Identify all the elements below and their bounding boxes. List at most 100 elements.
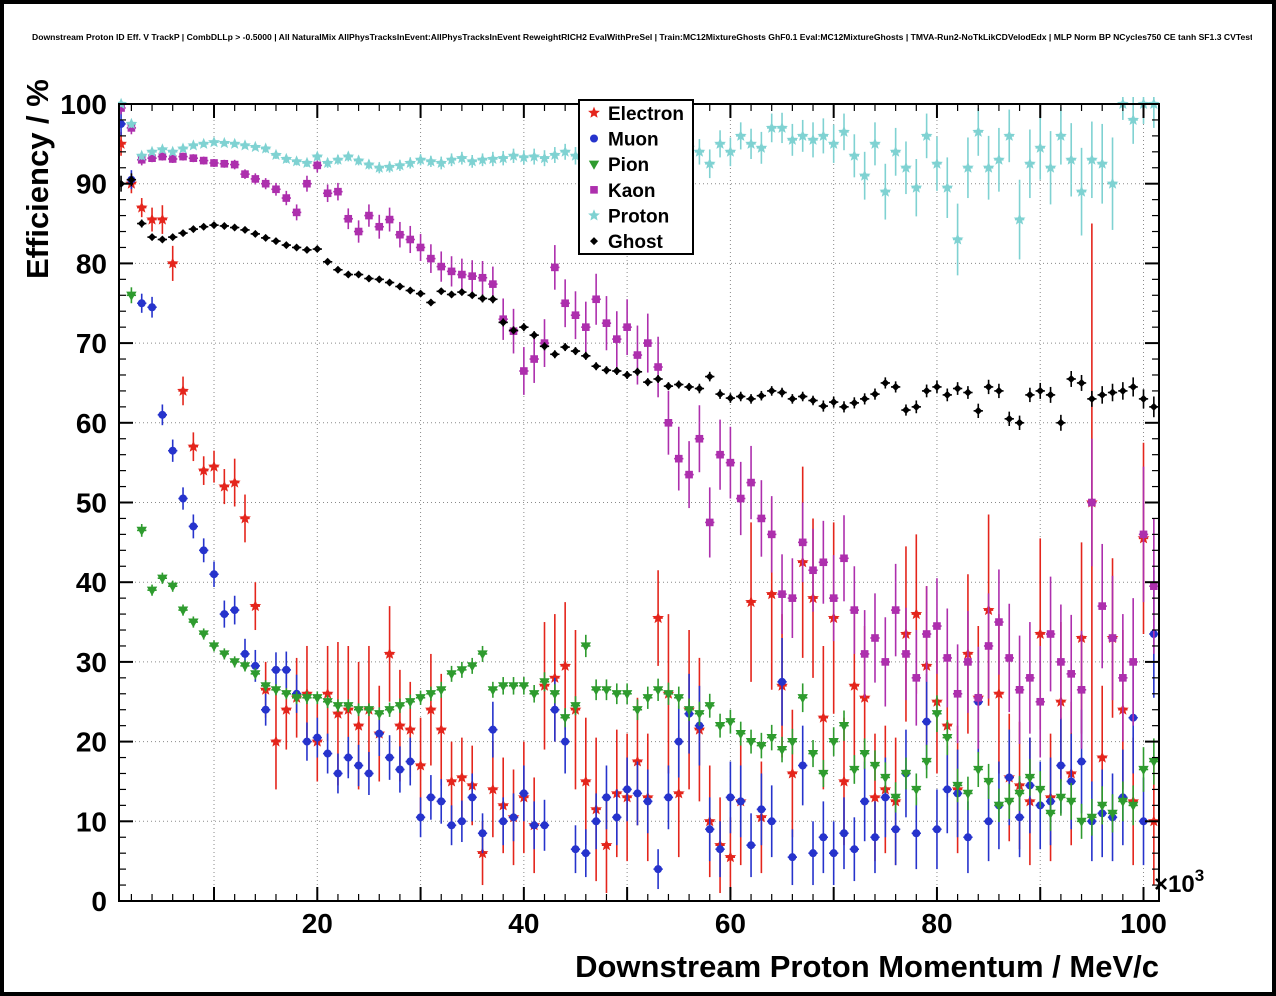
- data-point-kaon: [1119, 674, 1127, 682]
- data-point-proton: [1075, 185, 1088, 197]
- data-point-pion: [993, 801, 1005, 811]
- data-point-ghost: [1067, 374, 1076, 383]
- data-point-kaon: [489, 280, 497, 288]
- data-point-electron: [848, 679, 861, 691]
- data-point-ghost: [199, 222, 208, 231]
- x-axis-multiplier: ×103: [1154, 866, 1204, 898]
- data-point-electron: [817, 711, 830, 723]
- data-point-muon: [271, 665, 280, 674]
- data-point-kaon: [1005, 654, 1014, 662]
- data-point-ghost: [364, 274, 373, 283]
- data-point-pion: [549, 690, 561, 700]
- data-point-proton: [1065, 153, 1078, 165]
- data-point-muon: [210, 570, 219, 579]
- data-point-muon: [602, 793, 611, 802]
- data-point-muon: [726, 793, 735, 802]
- data-point-ghost: [994, 386, 1003, 395]
- data-point-ghost: [643, 378, 652, 387]
- data-point-ghost: [912, 402, 921, 411]
- data-point-ghost: [747, 394, 756, 403]
- data-point-kaon: [530, 355, 538, 363]
- data-point-proton: [755, 141, 768, 153]
- data-point-ghost: [809, 396, 818, 405]
- data-point-ghost: [602, 366, 611, 375]
- data-point-kaon: [633, 351, 642, 359]
- legend-label-muon: Muon: [608, 130, 659, 151]
- legend-label-kaon: Kaon: [608, 181, 656, 202]
- data-point-muon: [509, 813, 518, 822]
- data-point-electron: [135, 201, 148, 213]
- data-point-pion: [859, 749, 870, 760]
- data-point-kaon: [1129, 658, 1137, 666]
- data-point-muon: [912, 829, 921, 838]
- data-point-muon: [674, 737, 683, 746]
- y-axis-title: Efficiency / %: [20, 79, 55, 279]
- data-point-kaon: [210, 159, 218, 167]
- data-point-pion: [807, 749, 819, 760]
- data-point-electron: [838, 775, 850, 787]
- data-point-kaon: [551, 263, 559, 272]
- data-point-kaon: [1067, 670, 1076, 678]
- data-point-ghost: [850, 398, 859, 407]
- data-point-proton: [373, 161, 386, 173]
- data-point-proton: [528, 150, 541, 162]
- data-point-ghost: [767, 386, 776, 395]
- data-point-ghost: [571, 347, 580, 356]
- data-point-kaon: [1057, 658, 1065, 666]
- data-point-electron: [435, 723, 448, 735]
- series-muon: [118, 111, 1159, 890]
- data-point-ghost: [509, 326, 518, 335]
- data-point-muon: [654, 865, 663, 874]
- data-point-pion: [1148, 757, 1160, 768]
- data-point-ghost: [137, 219, 146, 228]
- data-point-electron: [1096, 751, 1109, 763]
- data-point-pion: [735, 730, 746, 740]
- data-point-ghost: [426, 298, 435, 307]
- data-point-proton: [817, 129, 830, 141]
- y-tick-label: 10: [76, 806, 107, 837]
- data-point-kaon: [953, 689, 962, 698]
- data-point-ghost: [623, 370, 632, 379]
- data-point-proton: [425, 155, 437, 167]
- data-point-muon: [416, 813, 425, 822]
- data-point-muon: [963, 833, 972, 842]
- data-point-kaon: [416, 243, 425, 252]
- data-point-kaon: [871, 634, 879, 642]
- data-point-kaon: [881, 658, 890, 666]
- data-point-muon: [282, 665, 291, 674]
- data-point-muon: [1077, 757, 1086, 766]
- data-point-ghost: [148, 233, 157, 242]
- data-point-pion: [312, 694, 323, 704]
- data-point-kaon: [282, 194, 291, 202]
- data-point-proton: [342, 150, 355, 162]
- series-proton: [118, 97, 1160, 276]
- data-point-proton: [838, 125, 850, 137]
- data-point-muon: [1056, 761, 1065, 770]
- data-point-proton: [197, 137, 210, 149]
- data-point-kaon: [582, 323, 590, 331]
- data-point-kaon: [922, 630, 931, 638]
- data-point-electron: [786, 767, 799, 779]
- data-point-muon: [571, 845, 580, 854]
- data-point-pion: [1076, 817, 1087, 827]
- data-point-pion: [229, 658, 240, 668]
- data-point-ghost: [1129, 382, 1138, 391]
- data-point-kaon: [303, 179, 311, 188]
- data-point-pion: [1117, 797, 1129, 807]
- data-point-kaon: [747, 478, 755, 487]
- data-point-ghost: [540, 342, 549, 351]
- data-point-muon: [736, 797, 745, 806]
- legend-marker-muon: [590, 134, 598, 143]
- data-point-ghost: [974, 406, 983, 415]
- y-tick-label: 60: [76, 408, 107, 439]
- data-point-pion: [952, 781, 963, 792]
- data-point-proton: [869, 137, 881, 149]
- data-point-pion: [508, 682, 519, 692]
- data-point-ghost: [705, 372, 714, 381]
- plot-title: Downstream Proton ID Eff. V TrackP | Com…: [32, 32, 1252, 42]
- data-point-ghost: [1139, 394, 1148, 403]
- data-point-proton: [259, 142, 272, 154]
- data-point-proton: [249, 140, 262, 153]
- data-point-muon: [488, 725, 497, 734]
- data-point-proton: [745, 137, 757, 149]
